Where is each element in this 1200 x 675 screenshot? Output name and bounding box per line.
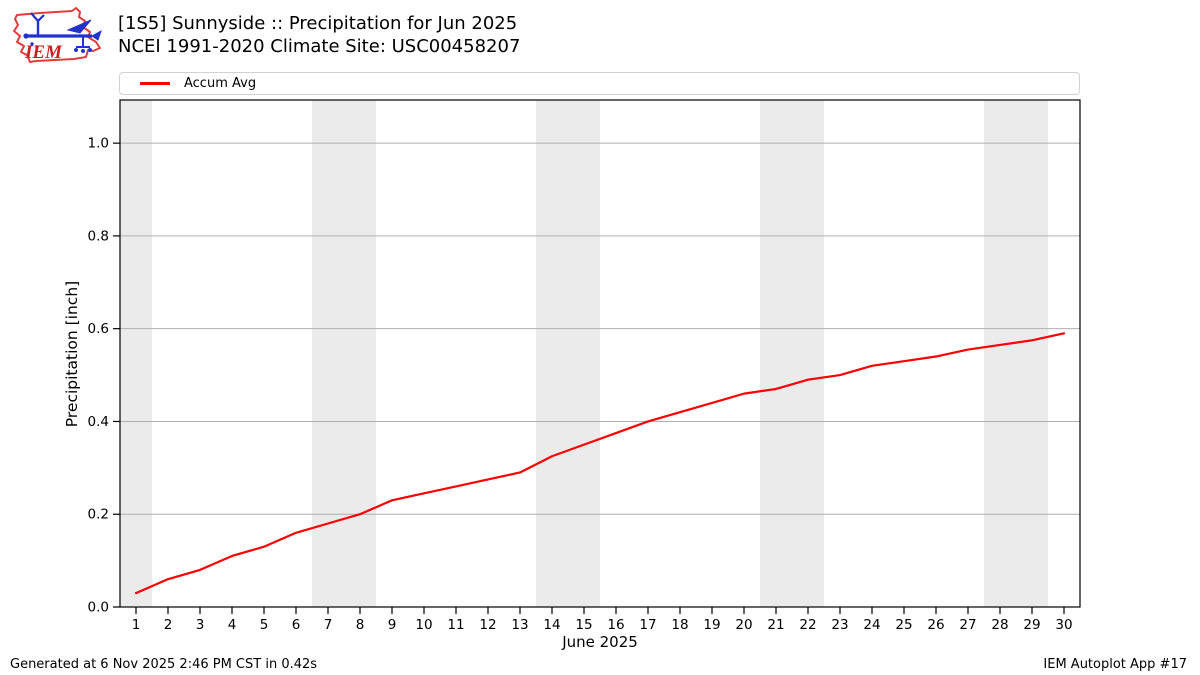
plot-frame: [119, 99, 1081, 608]
y-tick-label: 0.0: [88, 600, 109, 616]
y-tick-label: 0.4: [88, 414, 109, 430]
x-tick-label: 11: [447, 617, 464, 633]
x-tick-label: 22: [799, 617, 816, 633]
y-tick-label: 1.0: [88, 136, 109, 152]
x-tick-label: 1: [132, 617, 141, 633]
x-tick-label: 30: [1055, 617, 1072, 633]
chart-titles: [1S5] Sunnyside :: Precipitation for Jun…: [118, 12, 520, 58]
legend-label: Accum Avg: [184, 76, 257, 91]
y-tick-label: 0.8: [88, 228, 109, 244]
generated-timestamp: Generated at 6 Nov 2025 2:46 PM CST in 0…: [10, 657, 318, 672]
x-tick-label: 4: [228, 617, 237, 633]
accum-avg-line: [134, 332, 1066, 595]
x-tick-label: 25: [895, 617, 912, 633]
x-tick-label: 9: [388, 617, 397, 633]
x-tick-label: 20: [735, 617, 752, 633]
weekend-band: [984, 100, 1048, 607]
y-axis-label: Precipitation [inch]: [63, 280, 81, 428]
x-tick-label: 17: [639, 617, 656, 633]
weather-vane-icon: [23, 12, 102, 53]
x-tick-label: 12: [479, 617, 496, 633]
x-tick-label: 15: [575, 617, 592, 633]
weekend-band: [760, 100, 824, 607]
x-tick-label: 7: [324, 617, 333, 633]
x-tick-label: 13: [511, 617, 528, 633]
weekend-band: [120, 100, 152, 607]
chart-title: [1S5] Sunnyside :: Precipitation for Jun…: [118, 13, 518, 34]
y-tick-label: 0.6: [88, 321, 109, 337]
x-tick-label: 18: [671, 617, 688, 633]
x-tick-label: 8: [356, 617, 365, 633]
x-tick-label: 14: [543, 617, 560, 633]
x-tick-label: 2: [164, 617, 173, 633]
x-tick-label: 24: [863, 617, 880, 633]
x-tick-label: 19: [703, 617, 720, 633]
app-credit: IEM Autoplot App #17: [1043, 657, 1187, 672]
x-tick-label: 5: [260, 617, 269, 633]
x-tick-label: 10: [415, 617, 432, 633]
iem-logo: IEM: [13, 7, 102, 63]
x-tick-label: 23: [831, 617, 848, 633]
x-tick-label: 27: [959, 617, 976, 633]
weekend-band: [536, 100, 600, 607]
x-tick-label: 28: [991, 617, 1008, 633]
x-tick-label: 21: [767, 617, 784, 633]
x-tick-label: 6: [292, 617, 301, 633]
x-tick-label: 26: [927, 617, 944, 633]
x-tick-label: 16: [607, 617, 624, 633]
chart-subtitle: NCEI 1991-2020 Climate Site: USC00458207: [118, 36, 521, 57]
x-axis-label: June 2025: [562, 633, 638, 651]
x-tick-label: 3: [196, 617, 205, 633]
y-tick-label: 0.2: [88, 507, 109, 523]
x-tick-label: 29: [1023, 617, 1040, 633]
weekend-band: [312, 100, 376, 607]
logo-iem-text: IEM: [24, 42, 63, 63]
legend-line-swatch: [140, 82, 170, 85]
legend: Accum Avg: [119, 72, 1080, 95]
